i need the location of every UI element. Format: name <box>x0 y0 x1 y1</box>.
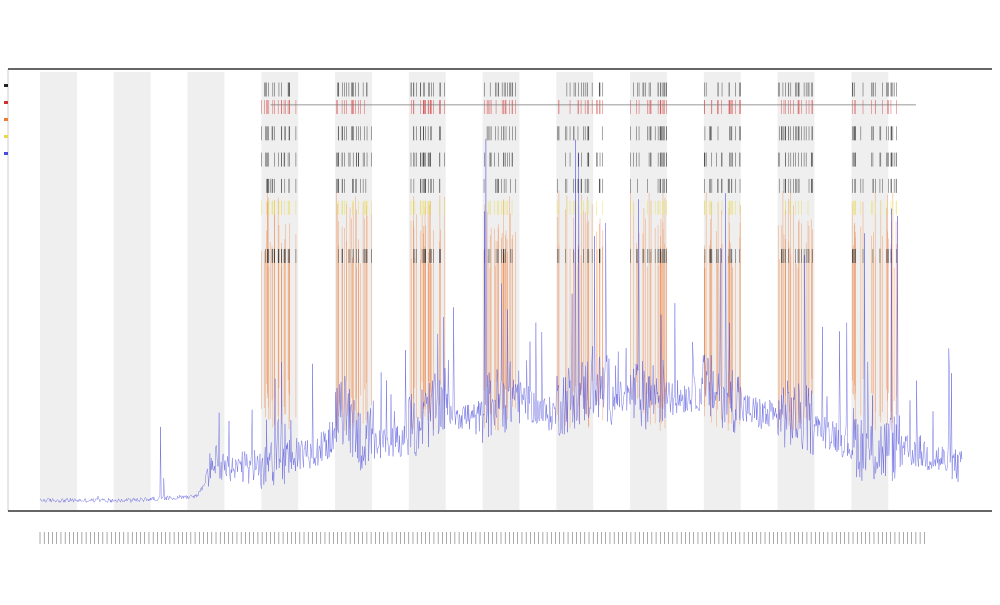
legend-swatch-4 <box>4 152 8 155</box>
band-0 <box>40 72 77 510</box>
marker-layer <box>261 82 916 263</box>
band-2 <box>187 72 225 510</box>
legend-swatch-2 <box>4 118 8 121</box>
legend-swatch-0 <box>4 84 8 87</box>
legend-swatch-3 <box>4 135 8 138</box>
bands-layer <box>40 72 889 510</box>
line-layer <box>39 138 963 504</box>
series-line <box>39 138 963 504</box>
band-7 <box>556 72 594 510</box>
axis-layer <box>4 68 992 544</box>
legend-swatch-1 <box>4 101 8 104</box>
band-1 <box>113 72 151 510</box>
